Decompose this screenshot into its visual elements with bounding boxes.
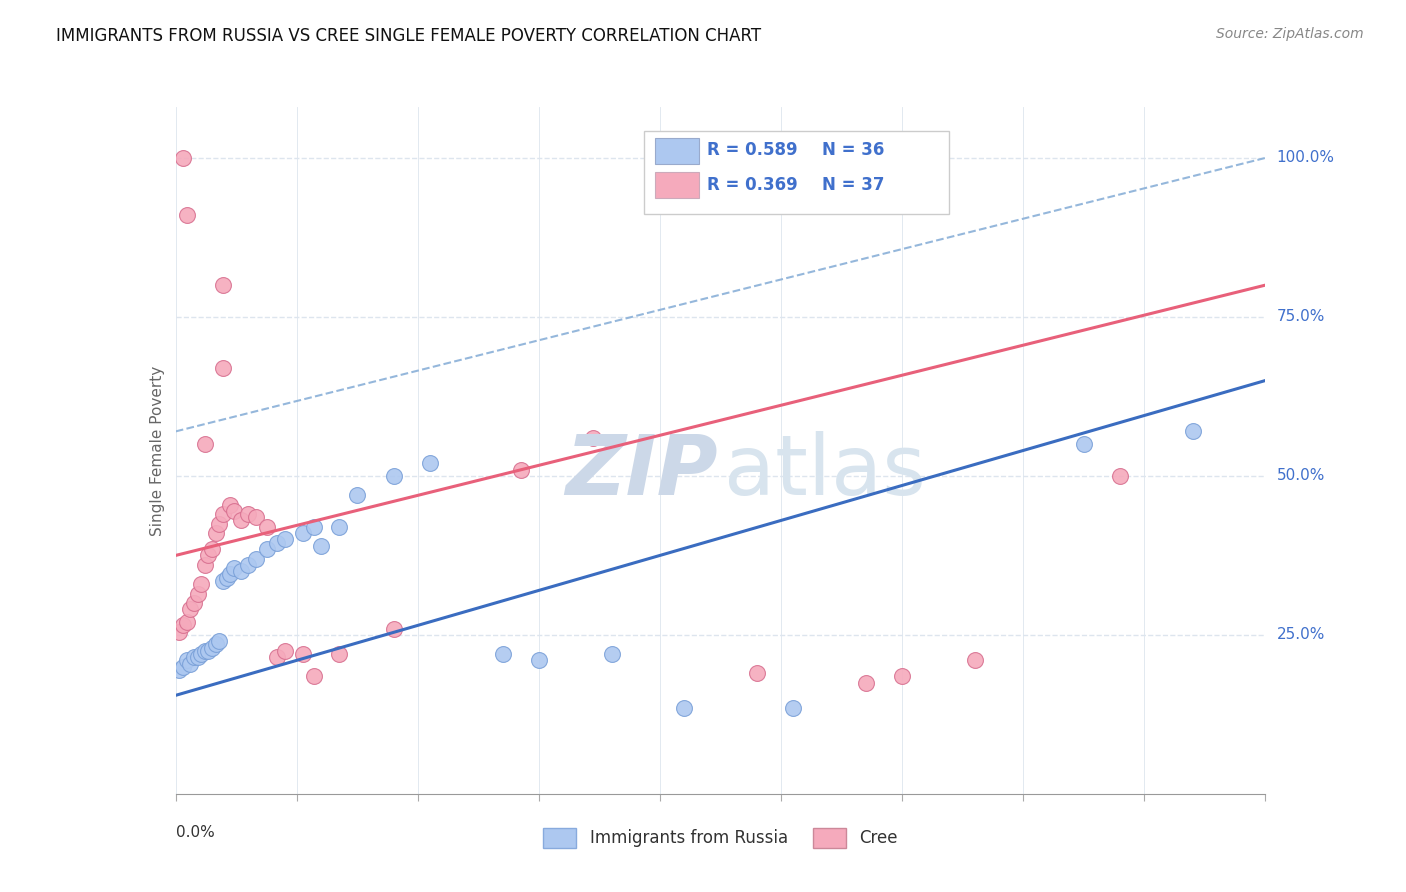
Point [256,542,278,557]
Text: IMMIGRANTS FROM RUSSIA VS CREE SINGLE FEMALE POVERTY CORRELATION CHART: IMMIGRANTS FROM RUSSIA VS CREE SINGLE FE… [56,27,762,45]
Point [419,456,441,470]
Point [176,653,198,667]
Point [179,657,201,671]
Point [169,663,191,677]
Point [782,701,804,715]
Point [186,650,209,665]
Point [169,624,191,639]
Point [215,571,238,585]
Point [208,516,231,531]
Point [219,498,242,512]
Point [194,644,217,658]
Point [208,634,231,648]
Text: atlas: atlas [724,431,925,512]
Point [1073,437,1095,451]
Point [172,618,194,632]
Point [204,526,226,541]
Text: N = 36: N = 36 [823,141,884,160]
Point [222,504,245,518]
Text: Source: ZipAtlas.com: Source: ZipAtlas.com [1216,27,1364,41]
Point [197,644,219,658]
Point [1109,469,1132,483]
Point [509,462,531,476]
Point [382,622,405,636]
FancyBboxPatch shape [655,172,699,198]
Text: 25.0%: 25.0% [1277,627,1324,642]
Point [172,151,194,165]
Text: R = 0.589: R = 0.589 [707,141,799,160]
Point [855,675,877,690]
Point [256,520,278,534]
Text: 75.0%: 75.0% [1277,310,1324,325]
Point [176,615,198,630]
Text: N = 37: N = 37 [823,176,884,194]
Point [1181,425,1204,439]
Point [582,431,605,445]
Point [266,535,288,549]
Point [190,647,212,661]
Point [201,640,224,655]
Point [245,551,267,566]
Point [274,644,297,658]
Point [219,567,242,582]
Legend: Immigrants from Russia, Cree: Immigrants from Russia, Cree [537,822,904,855]
Point [266,650,288,665]
Point [201,542,224,557]
Point [172,659,194,673]
Text: ZIP: ZIP [565,431,717,512]
Point [231,513,253,527]
Point [204,637,226,651]
Point [245,510,267,524]
Point [745,666,768,681]
Point [212,507,235,521]
Point [328,520,350,534]
Point [194,437,217,451]
Point [600,647,623,661]
Point [527,653,550,667]
Point [194,558,217,572]
Point [183,650,205,665]
Point [231,564,253,578]
Point [186,586,209,600]
Text: R = 0.369: R = 0.369 [707,176,799,194]
Point [212,278,235,293]
Point [212,360,235,375]
Point [328,647,350,661]
Point [963,653,986,667]
Point [222,561,245,575]
Point [212,574,235,588]
Point [309,539,332,553]
Point [238,507,260,521]
Text: 100.0%: 100.0% [1277,151,1334,165]
Point [291,526,314,541]
Point [673,701,696,715]
Point [274,533,297,547]
Point [238,558,260,572]
Point [891,669,914,683]
Point [197,549,219,563]
Point [176,208,198,222]
Point [291,647,314,661]
FancyBboxPatch shape [644,131,949,213]
Point [302,520,325,534]
Point [179,602,201,616]
Text: 0.0%: 0.0% [176,825,215,839]
FancyBboxPatch shape [655,138,699,164]
Point [183,596,205,610]
Point [190,577,212,591]
Text: 50.0%: 50.0% [1277,468,1324,483]
Point [382,469,405,483]
Y-axis label: Single Female Poverty: Single Female Poverty [149,366,165,535]
Point [492,647,515,661]
Point [346,488,368,502]
Point [302,669,325,683]
